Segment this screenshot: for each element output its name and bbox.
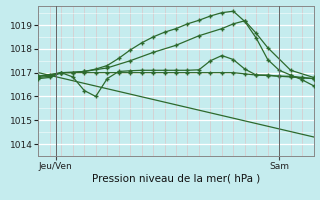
X-axis label: Pression niveau de la mer( hPa ): Pression niveau de la mer( hPa ): [92, 173, 260, 183]
